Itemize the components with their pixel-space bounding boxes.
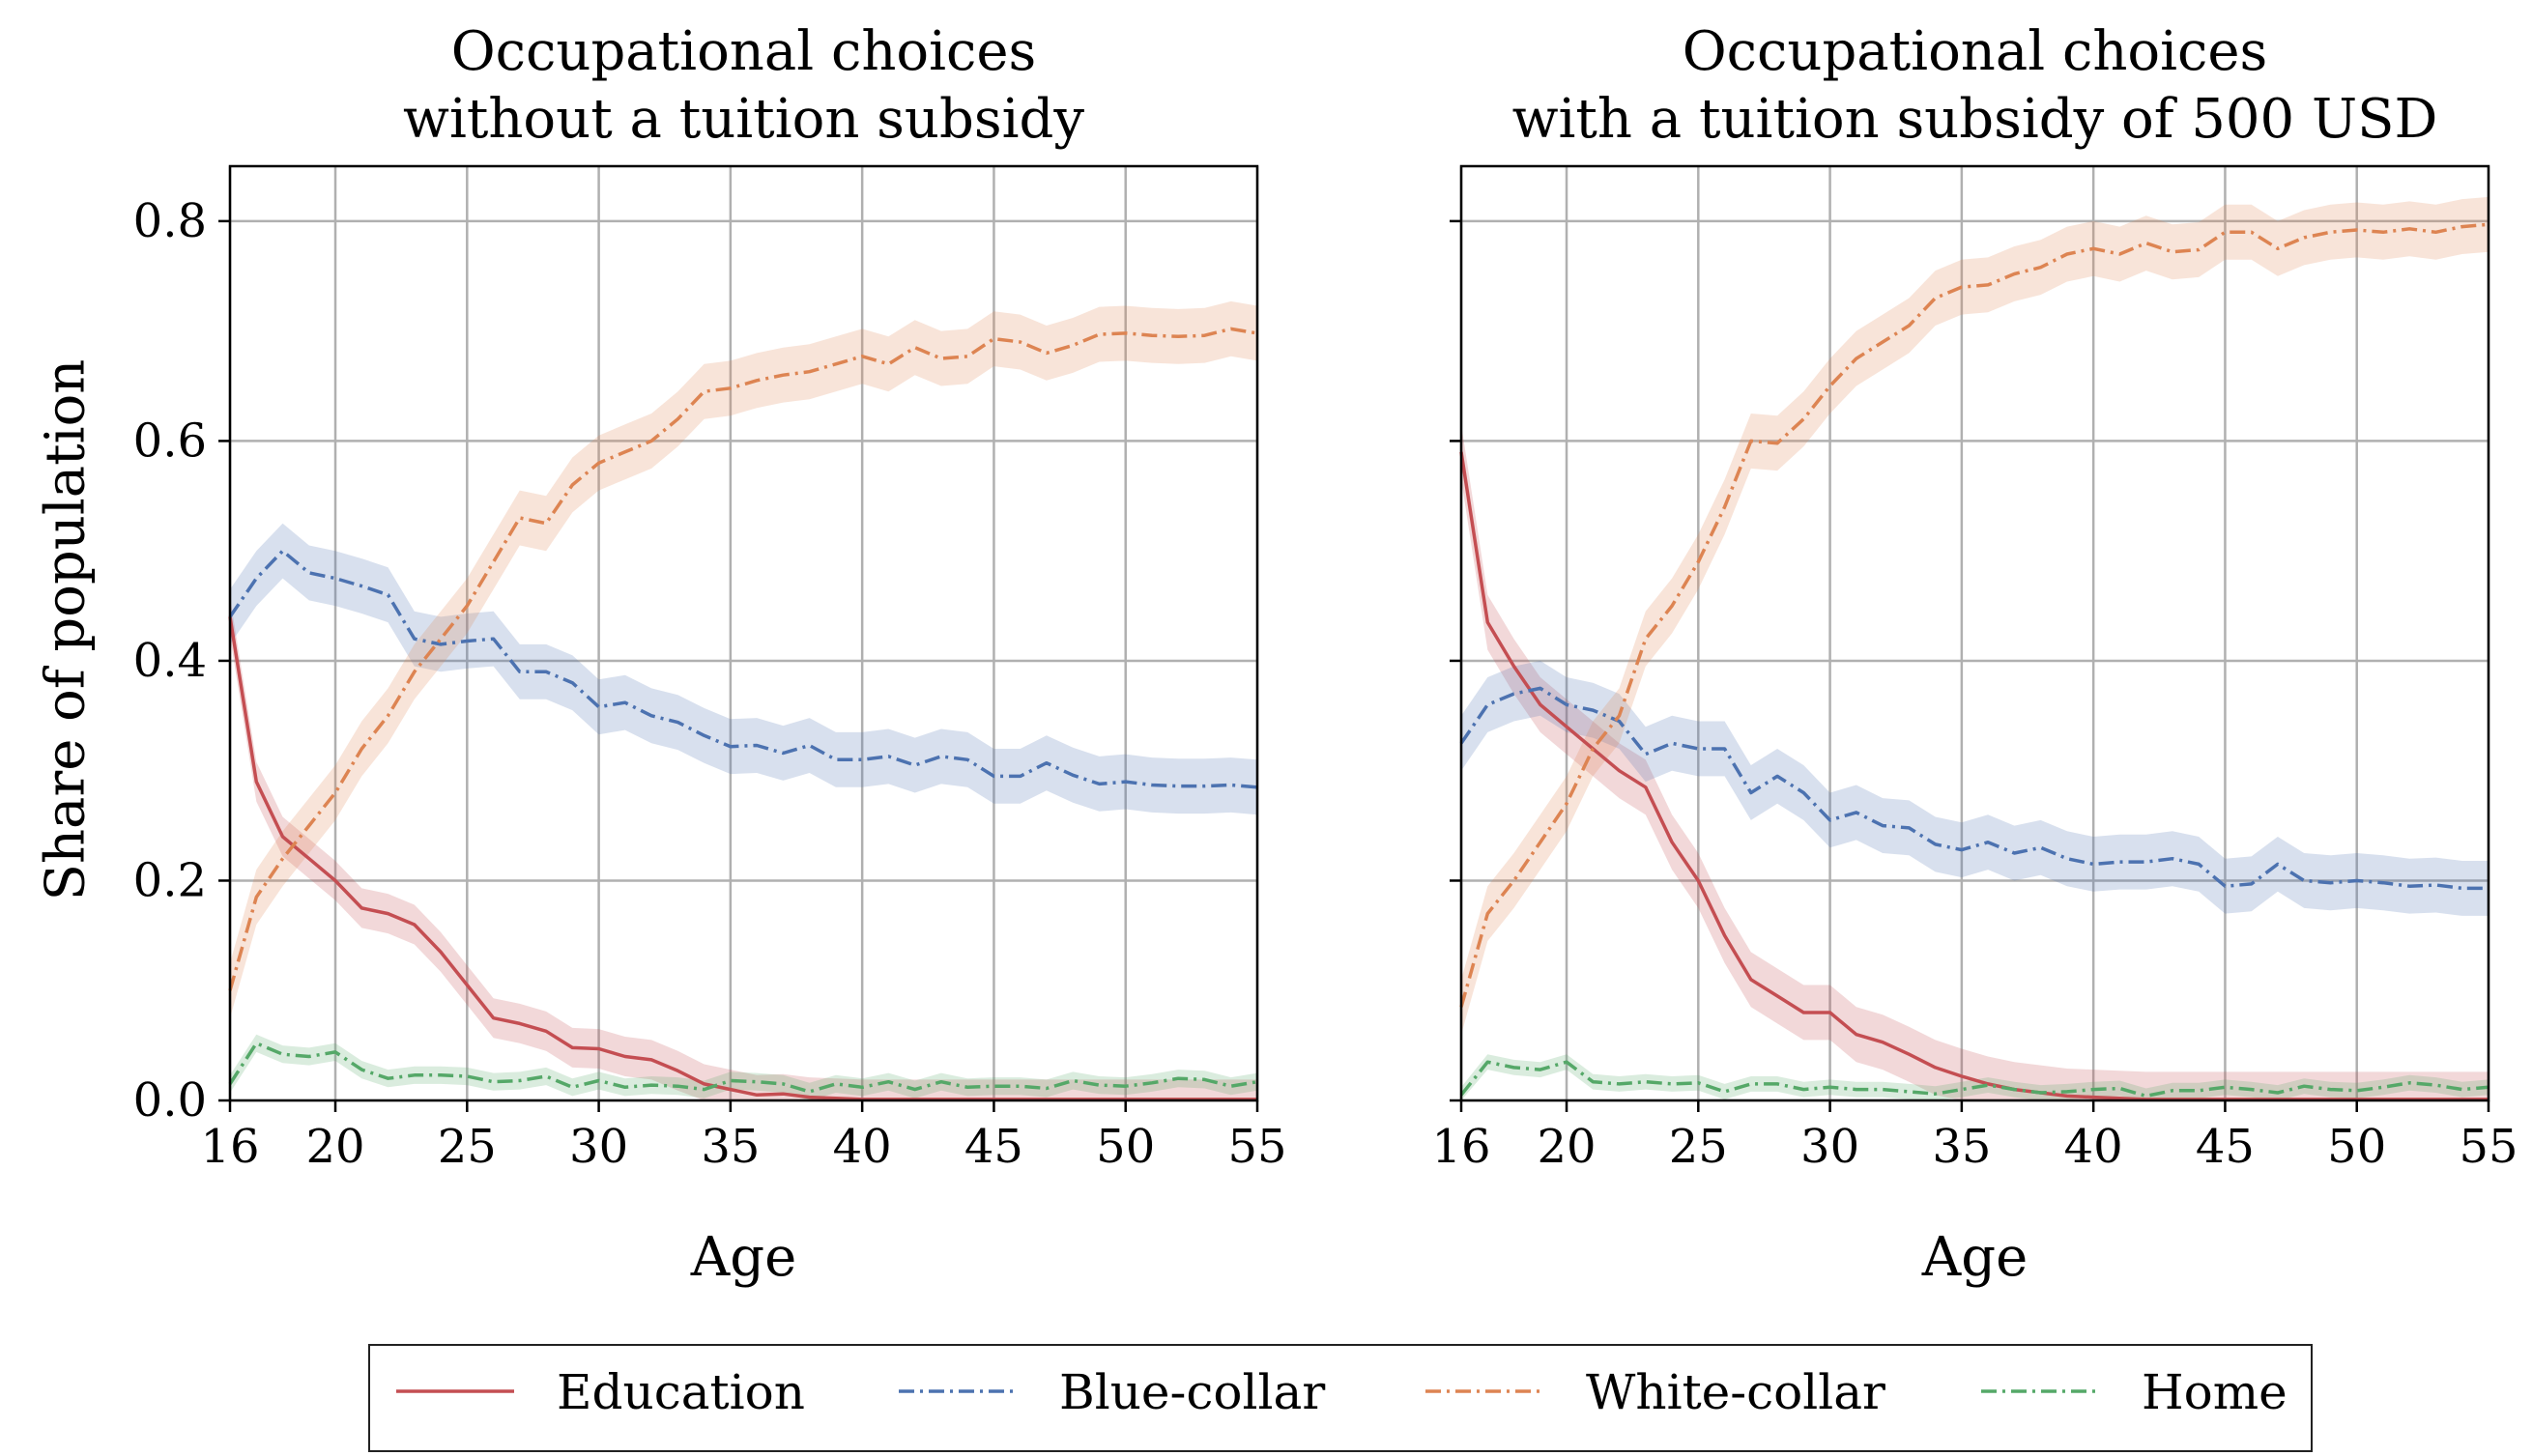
x-tick-label: 25 <box>1669 1120 1728 1174</box>
panel-title-line-1: Occupational choices <box>451 20 1037 83</box>
x-tick-label: 40 <box>833 1120 892 1174</box>
plot-frame <box>228 164 1259 1102</box>
x-axis-label: Age <box>690 1226 796 1289</box>
x-tick-label: 25 <box>438 1120 497 1174</box>
x-tick-label: 50 <box>1096 1120 1155 1174</box>
band-home <box>230 1034 1257 1100</box>
legend-label-education: Education <box>557 1364 805 1420</box>
band-white-collar <box>230 300 1257 1018</box>
x-tick-label: 40 <box>2064 1120 2123 1174</box>
y-tick-label: 0.6 <box>133 414 207 468</box>
x-tick-label: 20 <box>305 1120 364 1174</box>
panel-title-line-2: with a tuition subsidy of 500 USD <box>1512 88 2438 151</box>
series-line-white-collar <box>1459 222 2489 1008</box>
legend-label-white-collar: White-collar <box>1586 1364 1885 1420</box>
x-tick-label: 55 <box>2459 1120 2518 1174</box>
plot-frame <box>1459 164 2490 1102</box>
band-white-collar <box>1461 196 2489 1035</box>
band-education <box>1461 424 2489 1100</box>
panel-title-line-1: Occupational choices <box>1683 20 2268 83</box>
x-tick-label: 30 <box>569 1120 628 1174</box>
series-line-home <box>1459 1060 2489 1099</box>
series-line-blue-collar <box>228 549 1258 789</box>
x-tick-label: 45 <box>964 1120 1023 1174</box>
band-blue-collar <box>1461 660 2489 916</box>
panel-title-line-2: without a tuition subsidy <box>403 88 1084 151</box>
legend-label-home: Home <box>2142 1364 2287 1420</box>
y-tick-label: 0.2 <box>133 853 207 907</box>
x-tick-label: 20 <box>1537 1120 1596 1174</box>
x-tick-label: 50 <box>2327 1120 2386 1174</box>
legend-label-blue-collar: Blue-collar <box>1059 1364 1325 1420</box>
x-tick-label: 35 <box>1932 1120 1991 1174</box>
x-tick-label: 16 <box>200 1120 259 1174</box>
x-tick-label: 45 <box>2196 1120 2255 1174</box>
x-tick-label: 55 <box>1227 1120 1286 1174</box>
x-tick-label: 35 <box>701 1120 760 1174</box>
y-tick-label: 0.0 <box>133 1073 207 1128</box>
y-axis-label: Share of population <box>35 359 98 901</box>
legend-frame <box>368 1344 2313 1452</box>
series-line-home <box>228 1042 1258 1094</box>
x-tick-label: 30 <box>1800 1120 1859 1174</box>
series-line-white-collar <box>228 327 1258 991</box>
x-tick-label: 16 <box>1431 1120 1490 1174</box>
y-tick-label: 0.4 <box>133 634 207 688</box>
x-axis-label: Age <box>1921 1226 2028 1289</box>
y-tick-label: 0.8 <box>133 194 207 248</box>
legend: Education Blue-collar White-collar Home <box>368 1344 2313 1452</box>
